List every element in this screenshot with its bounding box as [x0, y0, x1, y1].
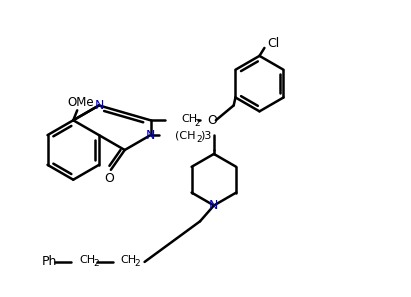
- Text: CH: CH: [181, 114, 197, 124]
- Text: OMe: OMe: [68, 96, 95, 109]
- Text: 2: 2: [194, 119, 200, 128]
- Text: 2: 2: [93, 259, 99, 268]
- Text: CH: CH: [121, 255, 137, 265]
- Text: Ph: Ph: [42, 255, 57, 268]
- Text: CH: CH: [79, 255, 95, 265]
- Text: N: N: [146, 129, 155, 142]
- Text: 2: 2: [196, 135, 202, 143]
- Text: O: O: [207, 114, 217, 127]
- Text: N: N: [209, 199, 219, 212]
- Text: )3: )3: [200, 130, 211, 140]
- Text: Cl: Cl: [268, 37, 279, 50]
- Text: O: O: [104, 172, 114, 185]
- Text: (CH: (CH: [175, 130, 196, 140]
- Text: 2: 2: [135, 259, 140, 268]
- Text: N: N: [94, 99, 104, 112]
